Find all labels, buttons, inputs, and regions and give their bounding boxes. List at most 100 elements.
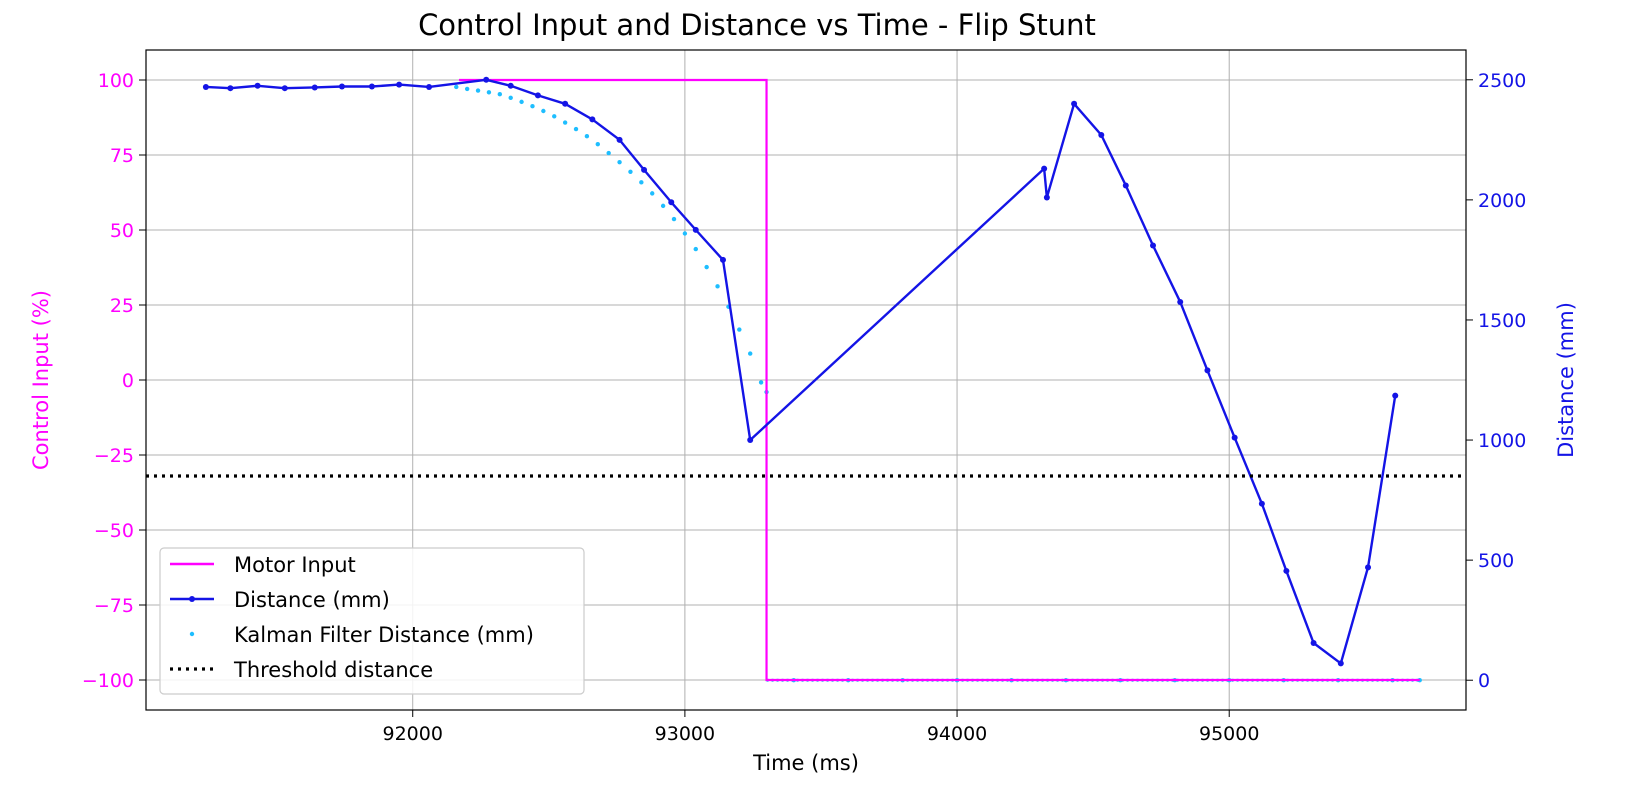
kalman-point [530, 104, 535, 109]
kalman-point [628, 169, 633, 174]
kalman-point [737, 327, 742, 332]
left-tick-label: 100 [98, 70, 134, 92]
kalman-point [552, 114, 557, 119]
distance-point [507, 82, 514, 89]
right-tick-label: 1000 [1478, 430, 1526, 452]
distance-point [483, 76, 490, 83]
kalman-point [639, 180, 644, 185]
legend-label: Motor Input [234, 553, 356, 577]
kalman-point [464, 86, 470, 92]
kalman-point [693, 246, 698, 252]
distance-point [641, 166, 648, 173]
distance-point [534, 92, 541, 99]
kalman-point [475, 88, 481, 93]
right-tick-label: 500 [1478, 550, 1514, 572]
x-axis-label: Time (ms) [752, 751, 859, 775]
distance-point [311, 84, 318, 91]
kalman-point [595, 141, 600, 147]
distance-point [1283, 567, 1290, 574]
left-tick-label: 25 [110, 295, 134, 317]
plot-series [146, 76, 1466, 683]
distance-point [1365, 564, 1372, 571]
legend-box [159, 547, 585, 695]
distance-point [616, 136, 623, 143]
legend-marker-distance [189, 596, 195, 602]
distance-point [338, 83, 345, 90]
distance-point [719, 256, 726, 263]
distance-point [1258, 500, 1265, 507]
x-tick-label: 93000 [655, 723, 715, 745]
left-tick-label: −100 [82, 670, 134, 692]
kalman-point [617, 159, 622, 165]
kalman-point [715, 284, 720, 289]
distance-point [1041, 165, 1048, 172]
left-tick-label: −50 [94, 520, 134, 542]
distance-point [692, 226, 699, 233]
x-axis-ticks: 92000 93000 94000 95000 [382, 710, 1259, 745]
right-tick-label: 0 [1478, 670, 1490, 692]
kalman-point [508, 95, 513, 100]
distance-point [1071, 100, 1078, 107]
kalman-point [497, 91, 503, 97]
distance-point [1310, 639, 1317, 646]
x-tick-label: 94000 [927, 723, 987, 745]
distance-point [426, 83, 433, 90]
kalman-point [541, 108, 546, 114]
kalman-point [519, 99, 524, 105]
distance-point [1150, 242, 1157, 249]
left-axis-label: Control Input (%) [29, 290, 53, 470]
right-tick-label: 1500 [1478, 310, 1526, 332]
distance-point [1204, 367, 1211, 374]
distance-point [254, 82, 261, 89]
right-axis-ticks: 2500 2000 1500 1000 500 0 [1466, 70, 1526, 692]
distance-point [1337, 660, 1344, 667]
kalman-point [682, 231, 688, 236]
legend: Motor Input Distance (mm) Kalman Filter Di… [159, 547, 585, 695]
distance-point [1122, 182, 1129, 189]
kalman-point [660, 203, 666, 209]
kalman-point [573, 126, 579, 132]
right-tick-label: 2500 [1478, 70, 1526, 92]
left-tick-label: 50 [110, 220, 134, 242]
distance-point [1231, 434, 1238, 441]
right-axis-label: Distance (mm) [1554, 302, 1578, 458]
kalman-point [584, 134, 590, 139]
kalman-point [562, 120, 568, 125]
kalman-point [650, 191, 655, 196]
distance-point [396, 81, 403, 88]
distance-point [589, 116, 596, 123]
distance-point [281, 85, 288, 92]
left-axis-ticks: 100 75 50 25 0 −25 −50 −75 −100 [82, 70, 146, 692]
distance-point [1392, 392, 1399, 399]
distance-point [1098, 132, 1105, 139]
kalman-point [486, 90, 492, 95]
legend-label: Threshold distance [233, 658, 433, 682]
kalman-point [704, 264, 709, 270]
distance-point [668, 199, 675, 206]
left-tick-label: 0 [122, 370, 134, 392]
legend-label: Distance (mm) [234, 588, 390, 612]
kalman-point [671, 216, 677, 222]
kalman-point [606, 150, 611, 156]
distance-point [368, 83, 375, 90]
x-tick-label: 95000 [1199, 723, 1259, 745]
x-tick-label: 92000 [382, 723, 442, 745]
distance-point [202, 83, 209, 90]
distance-point [562, 100, 569, 107]
kalman-point [454, 84, 459, 90]
distance-point [227, 85, 234, 92]
distance-point [747, 437, 754, 444]
kalman-point [758, 380, 764, 385]
legend-marker-kalman [189, 631, 195, 637]
kalman-point [748, 351, 753, 356]
distance-point [1177, 298, 1184, 305]
distance-point [1043, 194, 1050, 201]
legend-items: Motor Input Distance (mm) Kalman Filter Di… [170, 553, 534, 682]
legend-label: Kalman Filter Distance (mm) [234, 623, 534, 647]
right-tick-label: 2000 [1478, 190, 1526, 212]
left-tick-label: 75 [110, 145, 134, 167]
motor-input-line [458, 78, 1420, 682]
left-tick-label: −25 [94, 445, 134, 467]
chart-title: Control Input and Distance vs Time - Fli… [418, 8, 1096, 42]
